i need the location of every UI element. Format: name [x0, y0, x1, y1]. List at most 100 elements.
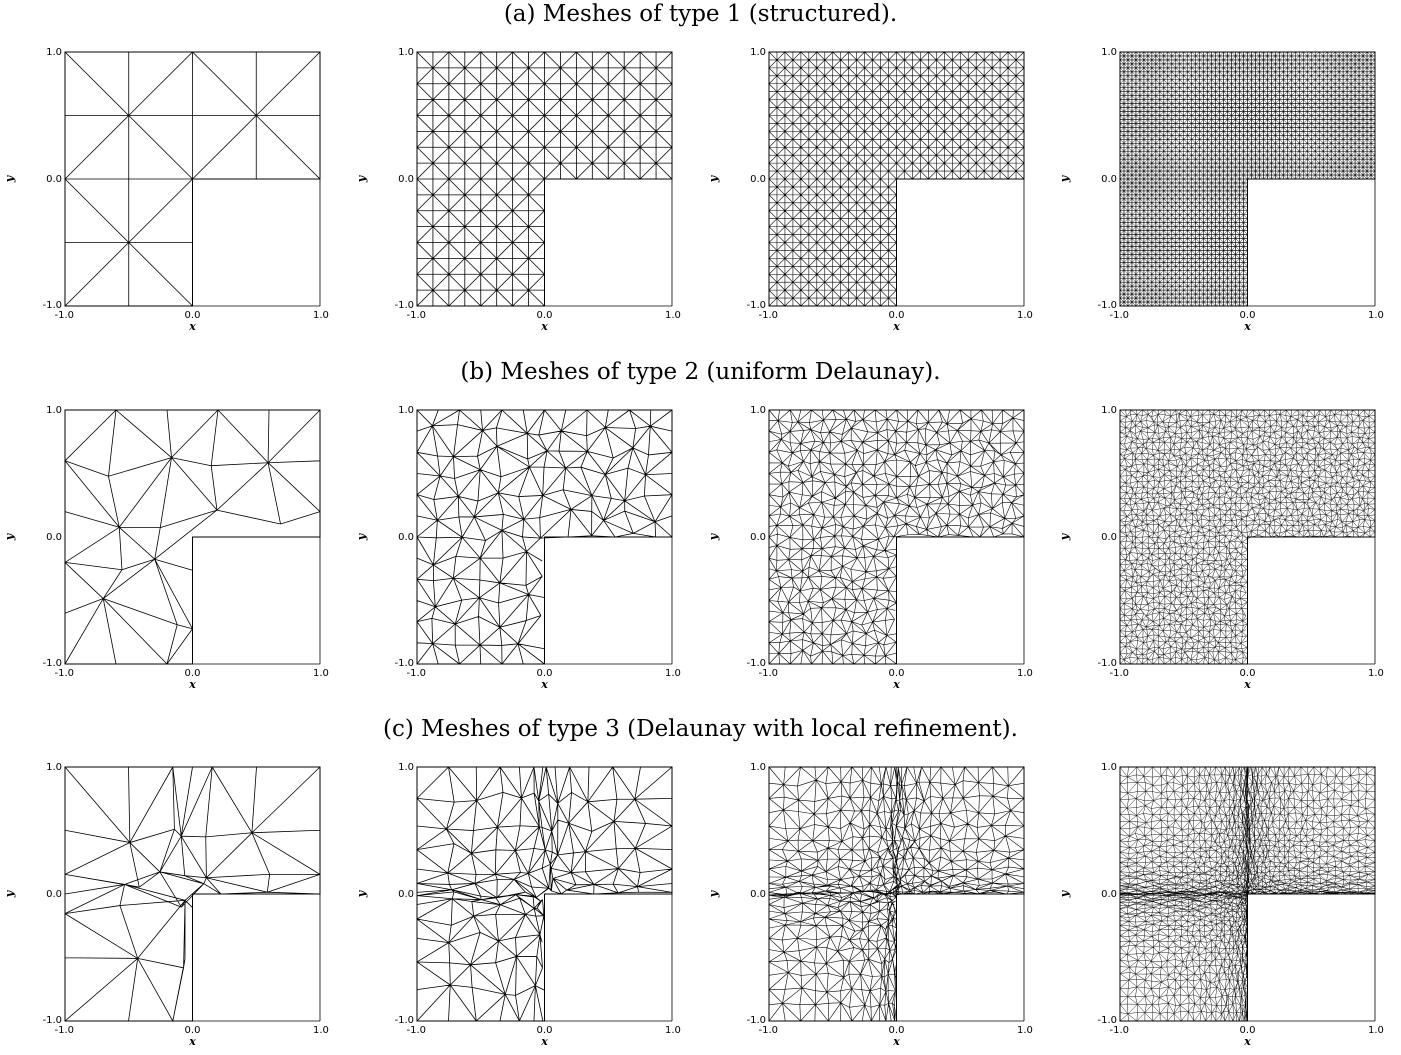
- y-tick-label: 0.0: [750, 532, 766, 543]
- mesh-panel: -1.0 0.0 1.0 -1.0 0.0 1.0 x y: [707, 762, 1033, 1048]
- x-tick-label: 0.0: [537, 310, 553, 321]
- y-tick-label: -1.0: [394, 300, 414, 311]
- x-axis-label: x: [892, 320, 900, 333]
- y-tick-label: 1.0: [750, 47, 766, 58]
- x-tick-label: 0.0: [185, 310, 201, 321]
- x-axis-label: x: [892, 1035, 900, 1048]
- y-tick-label: 1.0: [1101, 762, 1117, 773]
- y-tick-label: 1.0: [46, 762, 62, 773]
- x-tick-label: -1.0: [54, 1025, 74, 1036]
- domain-boundary: [768, 409, 1025, 665]
- mesh-panel: -1.0 0.0 1.0 -1.0 0.0 1.0 x y: [355, 762, 681, 1048]
- x-axis-label: x: [540, 320, 548, 333]
- y-tick-label: 1.0: [398, 47, 414, 58]
- mesh-panel: -1.0 0.0 1.0 -1.0 0.0 1.0 x y: [355, 47, 681, 333]
- x-tick-label: 1.0: [1368, 668, 1384, 679]
- x-axis-label: x: [188, 320, 196, 333]
- x-tick-label: 0.0: [537, 1025, 553, 1036]
- y-tick-label: -1.0: [746, 658, 766, 669]
- x-tick-label: -1.0: [406, 1025, 426, 1036]
- x-tick-label: -1.0: [406, 668, 426, 679]
- x-axis-label: x: [188, 678, 196, 691]
- y-axis-label: y: [355, 889, 368, 898]
- x-axis-label: x: [1243, 1035, 1251, 1048]
- y-axis-label: y: [707, 889, 720, 898]
- mesh-panel: -1.0 0.0 1.0 -1.0 0.0 1.0 x y: [3, 762, 329, 1048]
- y-tick-label: 0.0: [46, 532, 62, 543]
- y-tick-label: 0.0: [398, 532, 414, 543]
- x-tick-label: 0.0: [185, 1025, 201, 1036]
- mesh-panel: -1.0 0.0 1.0 -1.0 0.0 1.0 x y: [3, 405, 329, 691]
- y-tick-label: 1.0: [1101, 405, 1117, 416]
- y-tick-label: 1.0: [750, 405, 766, 416]
- y-tick-label: -1.0: [42, 1015, 62, 1026]
- y-tick-label: -1.0: [394, 1015, 414, 1026]
- mesh-panel: -1.0 0.0 1.0 -1.0 0.0 1.0 x y: [1058, 405, 1384, 691]
- x-tick-label: -1.0: [1109, 668, 1129, 679]
- y-tick-label: 0.0: [46, 889, 62, 900]
- x-tick-label: 0.0: [1240, 1025, 1256, 1036]
- x-tick-label: 1.0: [1017, 668, 1033, 679]
- x-tick-label: -1.0: [1109, 310, 1129, 321]
- y-axis-label: y: [1058, 532, 1071, 541]
- x-tick-label: 0.0: [537, 668, 553, 679]
- x-tick-label: 0.0: [1240, 310, 1256, 321]
- y-tick-label: -1.0: [1097, 1015, 1117, 1026]
- y-tick-label: 0.0: [750, 889, 766, 900]
- x-tick-label: -1.0: [758, 1025, 778, 1036]
- x-tick-label: 0.0: [889, 668, 905, 679]
- row-title-a: (a) Meshes of type 1 (structured).: [503, 1, 898, 27]
- y-tick-label: -1.0: [1097, 658, 1117, 669]
- x-axis-label: x: [892, 678, 900, 691]
- y-axis-label: y: [355, 174, 368, 183]
- y-tick-label: 1.0: [398, 405, 414, 416]
- x-tick-label: -1.0: [758, 668, 778, 679]
- y-axis-label: y: [355, 532, 368, 541]
- x-tick-label: 1.0: [313, 668, 329, 679]
- y-tick-label: 0.0: [398, 889, 414, 900]
- x-tick-label: 1.0: [313, 310, 329, 321]
- y-tick-label: -1.0: [42, 300, 62, 311]
- x-tick-label: 0.0: [185, 668, 201, 679]
- y-tick-label: 1.0: [46, 405, 62, 416]
- x-axis-label: x: [540, 1035, 548, 1048]
- y-tick-label: -1.0: [42, 658, 62, 669]
- y-tick-label: 0.0: [1101, 532, 1117, 543]
- y-axis-label: y: [707, 174, 720, 183]
- x-tick-label: 1.0: [1368, 310, 1384, 321]
- x-tick-label: 1.0: [1368, 1025, 1384, 1036]
- domain-boundary: [64, 766, 321, 1022]
- mesh-panel: -1.0 0.0 1.0 -1.0 0.0 1.0 x y: [707, 47, 1033, 333]
- row-title-b: (b) Meshes of type 2 (uniform Delaunay).: [460, 359, 941, 385]
- x-axis-label: x: [540, 678, 548, 691]
- mesh-panel: -1.0 0.0 1.0 -1.0 0.0 1.0 x y: [3, 47, 329, 333]
- x-tick-label: -1.0: [54, 310, 74, 321]
- y-tick-label: 1.0: [1101, 47, 1117, 58]
- x-tick-label: 1.0: [1017, 310, 1033, 321]
- y-axis-label: y: [3, 532, 16, 541]
- x-tick-label: -1.0: [758, 310, 778, 321]
- domain-boundary: [64, 409, 321, 665]
- x-tick-label: -1.0: [1109, 1025, 1129, 1036]
- y-axis-label: y: [3, 889, 16, 898]
- x-axis-label: x: [1243, 678, 1251, 691]
- y-tick-label: 1.0: [750, 762, 766, 773]
- y-tick-label: -1.0: [1097, 300, 1117, 311]
- x-tick-label: 0.0: [1240, 668, 1256, 679]
- x-tick-label: 1.0: [665, 310, 681, 321]
- x-tick-label: 1.0: [1017, 1025, 1033, 1036]
- x-tick-label: 0.0: [889, 310, 905, 321]
- y-tick-label: -1.0: [394, 658, 414, 669]
- y-axis-label: y: [3, 174, 16, 183]
- y-tick-label: 0.0: [1101, 174, 1117, 185]
- mesh-panel: -1.0 0.0 1.0 -1.0 0.0 1.0 x y: [355, 405, 681, 691]
- mesh-panel: -1.0 0.0 1.0 -1.0 0.0 1.0 x y: [1058, 762, 1384, 1048]
- mesh-panel: -1.0 0.0 1.0 -1.0 0.0 1.0 x y: [1058, 47, 1384, 333]
- y-axis-label: y: [1058, 889, 1071, 898]
- row-title-c: (c) Meshes of type 3 (Delaunay with loca…: [383, 716, 1018, 742]
- y-axis-label: y: [1058, 174, 1071, 183]
- domain-boundary: [416, 766, 673, 1022]
- x-tick-label: 0.0: [889, 1025, 905, 1036]
- x-tick-label: -1.0: [54, 668, 74, 679]
